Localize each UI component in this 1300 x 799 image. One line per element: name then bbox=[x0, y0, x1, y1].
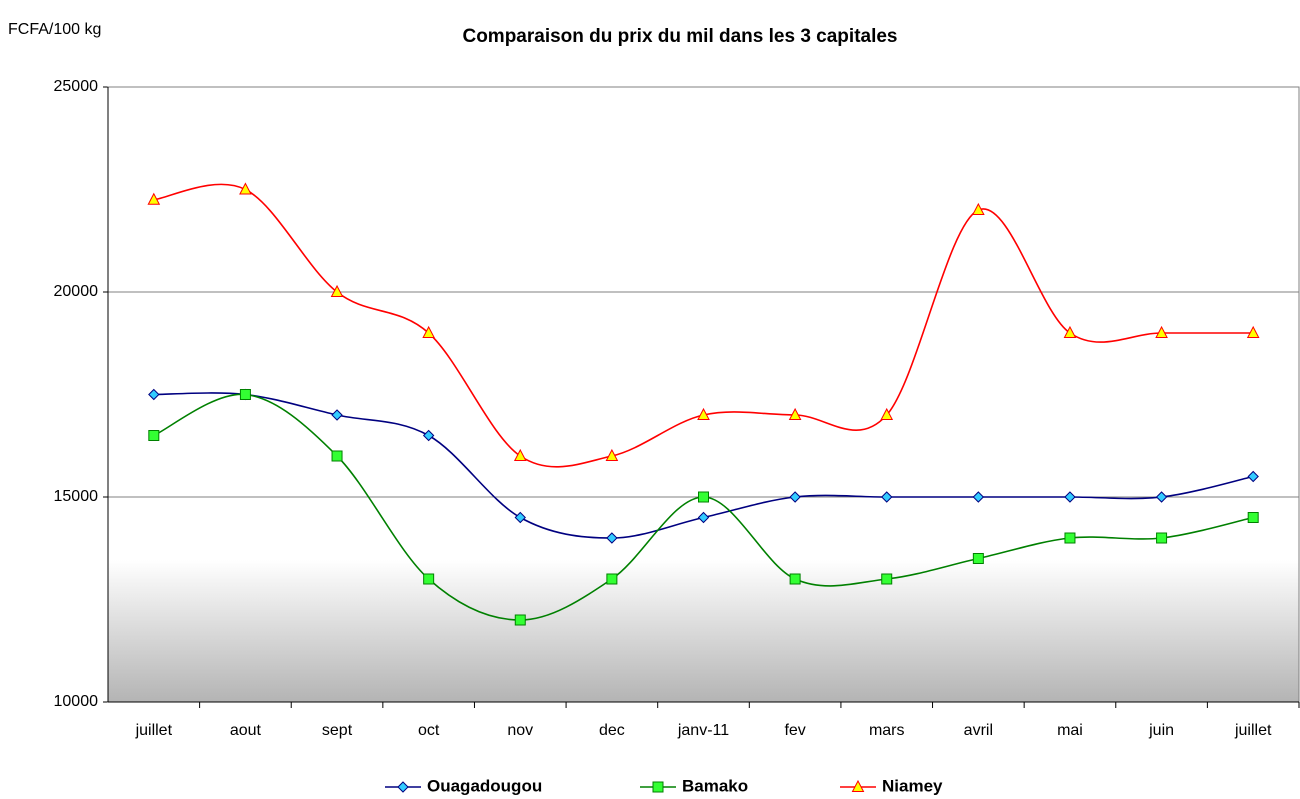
marker bbox=[972, 553, 984, 564]
marker bbox=[1155, 325, 1168, 338]
legend-label: Ouagadougou bbox=[427, 776, 542, 795]
marker bbox=[788, 407, 802, 420]
marker bbox=[605, 448, 619, 461]
plot-shade bbox=[108, 560, 1299, 702]
x-tick-label: juillet bbox=[135, 722, 173, 739]
marker bbox=[1247, 512, 1259, 523]
marker bbox=[148, 430, 160, 441]
marker bbox=[513, 448, 527, 461]
y-axis-label: FCFA/100 kg bbox=[8, 21, 101, 38]
x-tick-label: dec bbox=[599, 722, 625, 739]
x-tick-label: sept bbox=[322, 722, 353, 739]
marker bbox=[514, 511, 526, 524]
marker bbox=[423, 573, 435, 585]
marker bbox=[972, 202, 985, 215]
y-tick-label: 25000 bbox=[54, 78, 99, 95]
x-tick-label: juin bbox=[1148, 722, 1174, 739]
marker bbox=[239, 182, 252, 195]
marker bbox=[330, 284, 344, 297]
marker bbox=[1155, 491, 1168, 503]
x-tick-label: juillet bbox=[1234, 722, 1272, 739]
marker bbox=[698, 491, 709, 503]
x-tick-label: fev bbox=[784, 722, 805, 739]
x-tick-label: janv-11 bbox=[677, 722, 729, 739]
marker bbox=[606, 532, 618, 544]
marker bbox=[1246, 325, 1260, 338]
legend-marker bbox=[652, 781, 664, 793]
y-tick-label: 15000 bbox=[54, 488, 99, 505]
marker bbox=[789, 491, 801, 503]
x-tick-label: mai bbox=[1057, 722, 1083, 739]
marker bbox=[697, 511, 710, 524]
x-tick-label: mars bbox=[869, 722, 905, 739]
marker bbox=[606, 573, 618, 585]
legend-label: Niamey bbox=[882, 776, 943, 795]
x-tick-label: nov bbox=[507, 722, 533, 739]
marker bbox=[1156, 532, 1168, 544]
chart-title: Comparaison du prix du mil dans les 3 ca… bbox=[462, 26, 897, 47]
marker bbox=[1247, 470, 1259, 483]
marker bbox=[239, 389, 251, 400]
legend-marker bbox=[851, 779, 865, 792]
marker bbox=[972, 491, 985, 503]
marker bbox=[148, 388, 160, 401]
y-tick-label: 20000 bbox=[54, 283, 99, 300]
marker bbox=[147, 192, 161, 205]
marker bbox=[881, 491, 893, 503]
marker bbox=[514, 614, 526, 626]
marker bbox=[1064, 491, 1076, 503]
x-tick-label: avril bbox=[964, 722, 993, 739]
marker bbox=[1063, 325, 1077, 338]
legend-marker bbox=[397, 781, 409, 793]
x-tick-label: oct bbox=[418, 722, 440, 739]
legend-label: Bamako bbox=[682, 776, 748, 795]
marker bbox=[331, 450, 343, 462]
series-line bbox=[153, 183, 1254, 468]
marker bbox=[422, 429, 435, 442]
marker bbox=[331, 409, 343, 421]
marker bbox=[697, 407, 710, 420]
y-tick-label: 10000 bbox=[54, 693, 99, 710]
marker bbox=[789, 573, 801, 585]
marker bbox=[422, 325, 435, 338]
x-tick-label: aout bbox=[230, 722, 262, 739]
marker bbox=[1064, 532, 1076, 544]
marker bbox=[880, 407, 894, 420]
marker bbox=[881, 573, 893, 585]
